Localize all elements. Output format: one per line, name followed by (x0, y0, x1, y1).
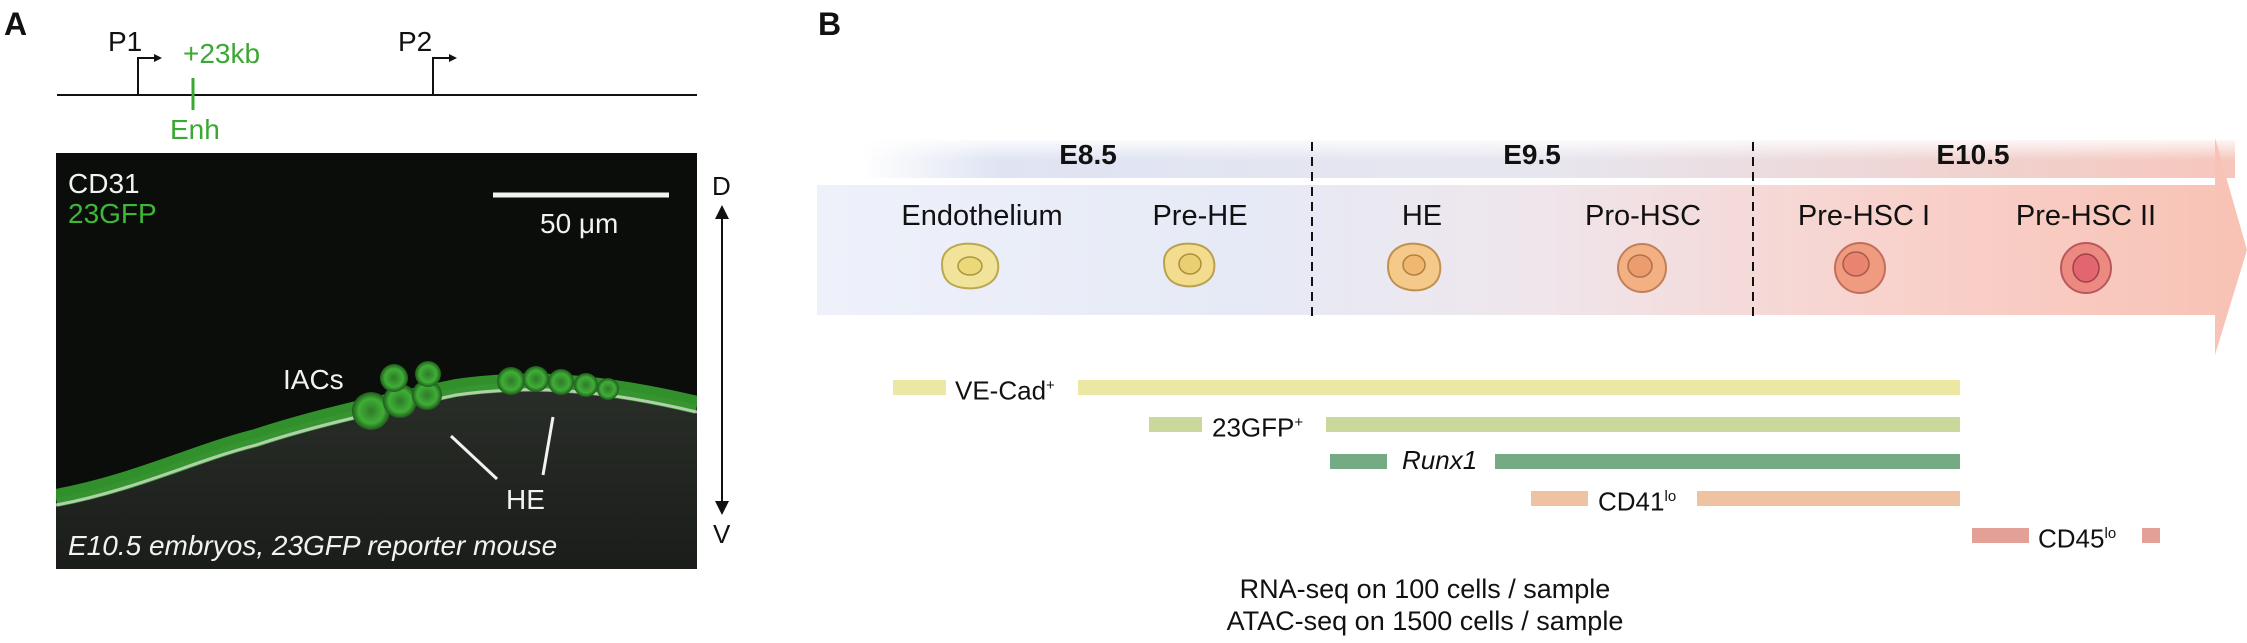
cell-pro-hsc-icon (1617, 243, 1667, 293)
stage-e9-5-label: E9.5 (1503, 139, 1561, 170)
timeline-arrow (817, 138, 2247, 355)
cell-endothelium-icon (940, 242, 1000, 290)
cell-he-label: HE (1401, 200, 1443, 232)
scale-bar-label: 50 μm (540, 208, 619, 239)
23gfp-bar-short (1149, 417, 1202, 432)
p1-label: P1 (108, 26, 143, 57)
cell-pre-he-label: Pre-HE (1152, 200, 1248, 232)
dorsal-ventral-axis (715, 205, 729, 515)
cd45-label: CD45lo (2038, 523, 2117, 554)
channel-cd31-label: CD31 (68, 168, 140, 199)
cell-pro-hsc-label: Pro-HSC (1584, 200, 1702, 232)
cell-endothelium-label: Endothelium (901, 200, 1063, 232)
micrograph-caption: E10.5 embryos, 23GFP reporter mouse (68, 530, 558, 561)
he-pointer-1 (449, 434, 499, 481)
runx1-bar-long (1495, 454, 1960, 469)
cell-pre-he-icon (1162, 242, 1216, 288)
iac-cells (352, 361, 619, 430)
iacs-label: IACs (283, 364, 344, 395)
stage-e8-5-label: E8.5 (1059, 139, 1117, 170)
cd41-label: CD41lo (1598, 486, 1677, 517)
cd45-bar-short (1972, 528, 2029, 543)
ventral-label: V (713, 519, 731, 549)
stage-e10-5-label: E10.5 (1936, 139, 2010, 170)
tissue-region (56, 382, 697, 569)
tissue-rendering (56, 192, 697, 569)
runx1-label: Runx1 (1402, 445, 1478, 475)
ve-cad-label: VE-Cad+ (955, 375, 1055, 406)
cell-pre-hsc-i-icon (1834, 242, 1886, 294)
cd41-bar-short (1531, 491, 1588, 506)
he-label: HE (506, 484, 545, 515)
p2-promoter-arrow (432, 54, 457, 95)
panel-a-letter: A (4, 6, 28, 42)
cell-he-icon (1386, 242, 1442, 292)
genomic-track (57, 54, 697, 110)
ve-cad-bar-long (1078, 380, 1960, 395)
channel-23gfp-label: 23GFP (68, 198, 157, 229)
micrograph: CD31 23GFP 50 μm IACs HE E10.5 embryos, … (56, 153, 697, 569)
dorsal-label: D (712, 171, 731, 201)
rna-seq-method: RNA-seq on 100 cells / sample (1239, 574, 1611, 604)
atac-seq-method: ATAC-seq on 1500 cells / sample (1226, 606, 1624, 636)
he-pointer-2 (541, 416, 555, 476)
cd45-bar-long (2142, 528, 2160, 543)
23gfp-label: 23GFP+ (1212, 412, 1304, 443)
cell-pre-hsc-i-label: Pre-HSC I (1797, 200, 1931, 232)
marker-bars (893, 380, 2160, 543)
23gfp-bar-long (1326, 417, 1960, 432)
p2-label: P2 (398, 26, 433, 57)
enhancer-label: Enh (170, 114, 220, 145)
ve-cad-bar-short (893, 380, 946, 395)
enhancer-distance-label: +23kb (183, 38, 261, 69)
cd41-bar-long (1697, 491, 1960, 506)
timeline-arrow-body (817, 138, 2247, 355)
cell-pre-hsc-ii-icon (2060, 242, 2112, 294)
cell-pre-hsc-ii-label: Pre-HSC II (2015, 200, 2157, 232)
runx1-bar-short (1330, 454, 1387, 469)
panel-b-letter: B (818, 6, 842, 42)
p1-promoter-arrow (137, 54, 162, 95)
